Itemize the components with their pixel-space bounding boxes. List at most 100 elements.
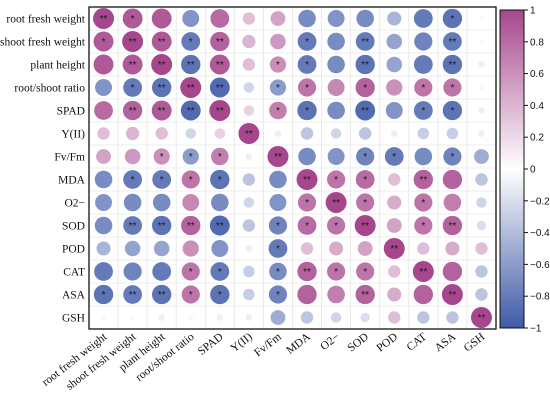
- corr-circle: [269, 194, 287, 211]
- significance-mark: **: [187, 221, 195, 232]
- corr-circle: [270, 310, 286, 325]
- significance-mark: *: [189, 152, 193, 163]
- corr-circle: [329, 241, 344, 256]
- corr-circle: [211, 240, 229, 257]
- corr-circle: [97, 127, 110, 140]
- corr-circle: [181, 262, 200, 281]
- corr-circle: [210, 284, 230, 305]
- corr-circle: [270, 11, 286, 26]
- significance-mark: *: [450, 83, 454, 94]
- significance-mark: **: [129, 290, 137, 301]
- corr-circle: [158, 314, 165, 321]
- corr-circle: [417, 242, 430, 255]
- corr-circle: [475, 242, 488, 255]
- corr-circle: [414, 32, 433, 51]
- significance-mark: **: [158, 60, 166, 71]
- corr-circle: [327, 55, 345, 74]
- corr-circle: [330, 128, 342, 139]
- corr-circle: [123, 193, 142, 212]
- significance-markers: ** * ** ** ** * ** * ** **** ** ** ** * * ** *** ** ** ** * *…: [100, 14, 486, 324]
- corr-circle: [414, 216, 433, 235]
- corr-circle: [442, 215, 463, 236]
- corr-circle: [274, 130, 282, 137]
- corr-circle: [470, 307, 492, 328]
- colorbar-tick-label: 0.4: [530, 101, 544, 112]
- corr-circle: [413, 55, 433, 74]
- row-label: SOD: [62, 221, 85, 233]
- corr-circle: [355, 100, 376, 121]
- corr-circle: [151, 31, 172, 52]
- corr-circle: [297, 100, 317, 121]
- significance-mark: *: [276, 290, 280, 301]
- corr-circle: [243, 82, 255, 93]
- corr-circle: [181, 170, 200, 189]
- significance-mark: *: [276, 60, 280, 71]
- column-label: POD: [375, 331, 401, 355]
- significance-mark: **: [274, 152, 282, 163]
- corr-circle: [356, 262, 375, 281]
- significance-mark: *: [421, 106, 425, 117]
- significance-mark: *: [218, 267, 222, 278]
- corr-circle: [95, 79, 113, 96]
- corr-circle: [478, 85, 484, 90]
- corr-circle: [446, 127, 459, 140]
- colorbar-tick-label: −0.6: [530, 260, 550, 271]
- significance-mark: *: [131, 14, 135, 25]
- corr-circle: [122, 100, 143, 121]
- significance-mark: **: [361, 290, 369, 301]
- significance-mark: *: [276, 267, 280, 278]
- corr-circle: [155, 127, 168, 140]
- significance-mark: *: [218, 290, 222, 301]
- significance-mark: **: [419, 175, 427, 186]
- significance-mark: **: [158, 290, 166, 301]
- corr-circle: [211, 147, 229, 166]
- row-label: MDA: [58, 175, 86, 187]
- significance-mark: **: [303, 267, 311, 278]
- significance-mark: **: [187, 106, 195, 117]
- corr-circle: [269, 262, 287, 281]
- significance-mark: **: [448, 221, 456, 232]
- corr-circle: [442, 169, 463, 190]
- significance-mark: *: [276, 244, 280, 255]
- corr-circle: [96, 149, 111, 164]
- significance-mark: *: [160, 175, 164, 186]
- corr-circle: [327, 32, 345, 51]
- significance-mark: *: [305, 198, 309, 209]
- corr-circle: [478, 61, 485, 68]
- significance-mark: **: [448, 290, 456, 301]
- corr-circle: [474, 149, 489, 164]
- colorbar-tick-label: −1: [530, 324, 542, 335]
- significance-mark: *: [421, 83, 425, 94]
- corr-circle: [93, 31, 114, 52]
- significance-mark: *: [334, 267, 338, 278]
- corr-circle: [96, 241, 111, 256]
- row-label: plant height: [30, 60, 85, 72]
- corr-circle: [386, 33, 403, 50]
- corr-circle: [152, 170, 172, 189]
- significance-mark: **: [419, 267, 427, 278]
- corr-circle: [210, 31, 230, 52]
- significance-mark: *: [160, 152, 164, 163]
- corr-circle: [151, 77, 172, 98]
- corr-circle: [414, 147, 433, 166]
- corr-circle: [296, 169, 318, 190]
- corr-circle: [243, 105, 255, 116]
- corr-circle: [95, 194, 113, 211]
- significance-mark: *: [102, 37, 106, 48]
- significance-mark: *: [334, 221, 338, 232]
- corr-circle: [216, 314, 224, 321]
- corr-circle: [476, 220, 487, 231]
- corr-circle: [151, 100, 172, 121]
- corr-circle: [297, 32, 317, 51]
- significance-mark: *: [363, 83, 367, 94]
- corr-circle: [385, 102, 403, 119]
- corr-circle: [355, 32, 375, 51]
- corr-circle: [327, 148, 345, 165]
- corr-circle: [209, 100, 231, 121]
- corr-circle: [151, 54, 173, 75]
- significance-mark: **: [129, 221, 137, 232]
- corr-circle: [245, 153, 253, 160]
- significance-mark: *: [450, 152, 454, 163]
- corr-circle: [388, 311, 401, 324]
- corr-circle: [122, 31, 144, 52]
